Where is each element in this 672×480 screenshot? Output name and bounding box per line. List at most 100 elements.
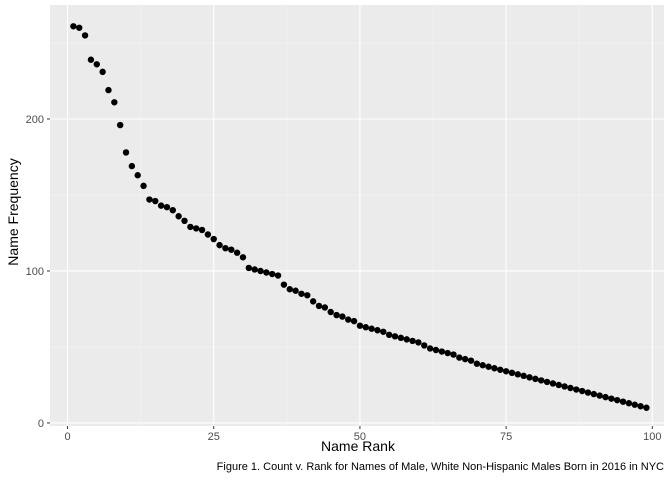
data-point [584,389,592,396]
data-point [637,403,644,410]
data-point [543,378,551,386]
minor-gridlines [50,5,664,426]
data-point [368,325,375,332]
data-point [608,395,615,402]
data-point [198,226,206,234]
data-point [274,272,282,279]
x-tick-label: 25 [208,431,220,443]
data-point [339,313,346,320]
data-point [520,372,527,380]
data-point [216,241,223,249]
data-point [286,286,293,293]
data-point [461,355,469,363]
data-point [573,386,580,393]
data-point [257,267,264,275]
data-point [87,56,95,63]
data-point [625,400,633,407]
x-tick-label: 0 [64,431,70,443]
data-point [538,377,545,384]
data-point [269,270,276,278]
data-point [502,368,510,375]
data-point [362,324,369,331]
data-point [374,327,381,334]
data-point [140,182,147,190]
data-point [450,351,457,358]
data-point [228,246,235,253]
data-point [222,244,229,252]
data-points [70,23,650,411]
data-point [175,213,182,220]
data-point [239,254,247,261]
x-tick-label: 75 [500,431,512,443]
data-point [619,398,627,405]
data-point [380,328,387,335]
data-point [76,24,83,31]
data-point [415,339,422,346]
data-point [99,68,106,76]
major-gridlines [50,5,664,426]
data-point [456,354,463,361]
x-axis-title: Name Rank [321,438,396,454]
data-point [578,387,586,395]
data-point [596,392,603,399]
data-point [438,348,445,355]
data-point [128,162,136,170]
data-point [497,366,504,373]
data-point [432,346,440,354]
data-point [93,61,100,68]
data-point [309,298,317,305]
y-axis-title: Name Frequency [5,158,21,265]
data-point [403,336,410,343]
data-point [467,357,475,364]
data-point [555,381,562,389]
data-point [643,404,650,411]
data-point [163,203,171,211]
data-point [614,396,621,404]
data-point [111,99,118,106]
data-point [187,223,194,231]
data-point [327,308,334,316]
data-point [204,231,212,238]
data-point [567,384,574,392]
data-point [134,172,141,179]
data-point [116,121,124,129]
data-point [105,86,112,94]
data-point [479,362,486,369]
x-tick-label: 100 [643,431,661,443]
data-point [192,225,200,232]
data-point [152,197,159,205]
data-point [526,374,533,381]
data-point [70,23,77,30]
data-point [292,287,299,294]
data-point [391,333,399,340]
y-tick-label: 0 [38,418,44,430]
data-point [280,281,288,288]
data-point [409,337,416,345]
data-point [421,342,428,349]
data-point [333,311,340,319]
data-point [298,290,305,297]
data-point [315,302,323,310]
data-point [210,235,217,243]
x-tick-label: 50 [354,431,366,443]
data-point [602,393,609,401]
data-point [350,317,358,325]
plot-panel [50,5,664,426]
data-point [473,360,481,367]
data-point [491,365,498,372]
figure-caption: Figure 1. Count v. Rank for Names of Mal… [217,461,664,473]
data-point [590,390,598,398]
y-axis-ticks: 0 100 200 [26,114,50,430]
data-point [81,32,89,39]
data-point [251,266,258,273]
data-point [385,331,393,339]
data-point [426,345,434,352]
data-point [561,383,568,390]
data-point [508,369,516,377]
data-point [245,264,253,272]
data-point [631,401,638,408]
data-point [444,349,451,357]
data-point [514,371,522,378]
data-point [304,292,311,299]
